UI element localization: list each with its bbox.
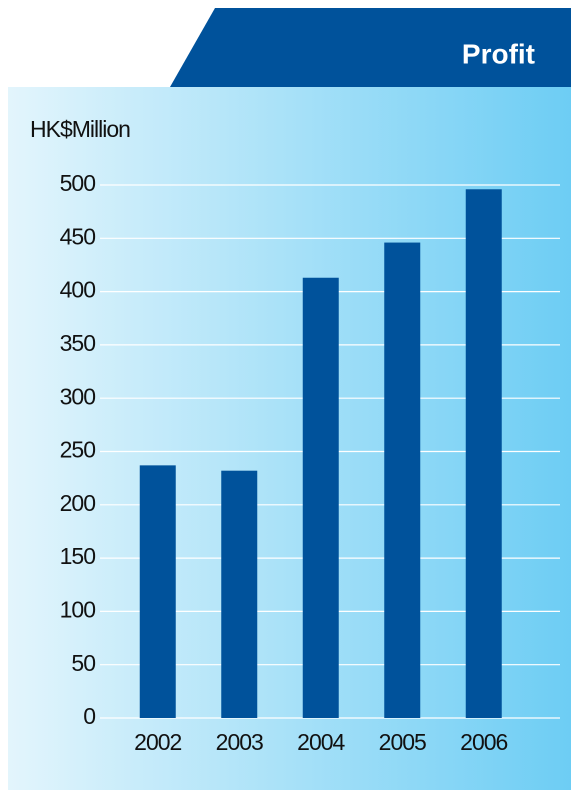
x-tick-label: 2002 [134, 729, 181, 755]
y-tick-label: 350 [60, 330, 96, 356]
y-tick-label: 100 [60, 596, 96, 622]
bar [302, 277, 339, 718]
bar [465, 189, 502, 718]
y-axis-label: HK$Million [30, 116, 130, 142]
y-tick-label: 0 [83, 703, 95, 729]
x-tick-label: 2006 [460, 729, 507, 755]
chart-title: Profit [462, 38, 535, 69]
x-tick-label: 2005 [379, 729, 426, 755]
y-tick-label: 250 [60, 437, 96, 463]
y-tick-label: 200 [60, 490, 96, 516]
y-tick-label: 450 [60, 223, 96, 249]
y-tick-label: 500 [60, 170, 96, 196]
y-tick-label: 150 [60, 543, 96, 569]
x-tick-label: 2004 [297, 729, 345, 755]
y-tick-label: 50 [71, 650, 95, 676]
title-banner [170, 8, 571, 87]
bar [139, 465, 176, 718]
x-tick-label: 2003 [216, 729, 263, 755]
bar [384, 242, 421, 718]
bar [221, 470, 258, 718]
y-tick-label: 300 [60, 383, 96, 409]
y-tick-label: 400 [60, 277, 96, 303]
